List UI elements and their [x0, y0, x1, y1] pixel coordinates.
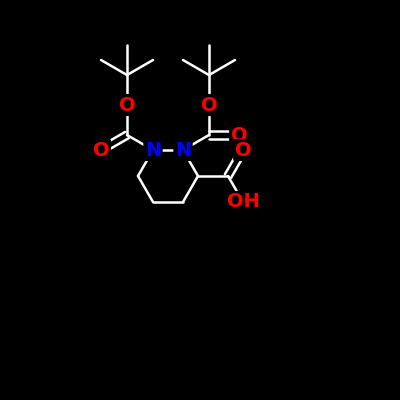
Text: N: N	[145, 140, 161, 160]
Text: O: O	[231, 126, 247, 144]
Text: O: O	[93, 140, 109, 160]
Text: OH: OH	[226, 192, 260, 212]
Text: O: O	[235, 140, 251, 160]
Text: O: O	[201, 96, 217, 114]
Text: N: N	[175, 140, 191, 160]
Text: O: O	[119, 96, 135, 114]
